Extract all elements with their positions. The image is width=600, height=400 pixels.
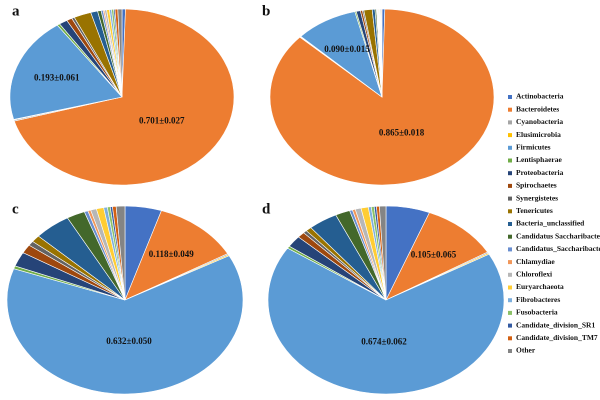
legend-swatch (508, 145, 512, 150)
legend-swatch (508, 310, 512, 315)
legend-swatch (508, 209, 512, 214)
legend-swatch (508, 133, 512, 138)
legend-swatch (508, 260, 512, 265)
legend-label: Actinobacteria (516, 92, 564, 101)
legend-label: Synergistetes (516, 193, 558, 202)
legend-label: Proteobacteria (516, 168, 564, 177)
pie-slice (117, 8, 123, 98)
legend-swatch (508, 95, 512, 99)
legend-label: Bacteroidetes (516, 104, 559, 113)
legend-label: Fusobacteria (516, 308, 558, 317)
legend-label: Spirochaetes (516, 181, 557, 190)
pie-slice (6, 255, 244, 395)
pie-slice (267, 247, 505, 395)
pie-slice (124, 210, 229, 301)
legend-label: Candidatus_Saccharibacteria (516, 244, 600, 253)
legend-swatch (508, 234, 512, 239)
legend-label: Fibrobacteres (516, 295, 560, 304)
legend-swatch (508, 323, 512, 328)
legend-swatch (508, 158, 512, 163)
chart-title: c (12, 201, 19, 217)
value-label: 0.632±0.050 (106, 336, 152, 346)
value-label: 0.193±0.061 (34, 72, 80, 82)
pie-slice (385, 212, 489, 301)
legend-label: Tenericutes (516, 206, 553, 215)
pie-slice (379, 205, 387, 301)
value-label: 0.105±0.065 (411, 250, 457, 260)
legend-swatch (508, 171, 512, 176)
pie-slice (380, 8, 383, 98)
value-label: 0.090±0.015 (324, 44, 370, 54)
legend-label: Cyanobacteria (516, 117, 563, 126)
value-label: 0.701±0.027 (139, 115, 185, 125)
legend-label: Chlamydiae (516, 257, 555, 266)
legend-label: Candidatus Saccharibacteria (516, 231, 600, 240)
legend-swatch (508, 120, 512, 125)
pie-slice (115, 205, 126, 301)
legend-swatch (508, 349, 512, 353)
legend-label: Bacteria_unclassified (516, 219, 585, 228)
legend-swatch (508, 183, 512, 188)
legend-swatch (508, 298, 512, 303)
legend-swatch (508, 285, 512, 290)
chart-title: a (12, 3, 20, 19)
pie-slice (9, 24, 123, 120)
legend-label: Chloroflexi (516, 270, 552, 279)
chart-title: d (262, 201, 271, 217)
value-label: 0.674±0.062 (361, 336, 407, 346)
value-label: 0.865±0.018 (379, 128, 425, 138)
legend-swatch (508, 336, 512, 341)
legend-swatch (508, 196, 512, 201)
legend-label: Candidate_division_SR1 (516, 320, 595, 329)
legend-swatch (508, 222, 512, 226)
legend-swatch (508, 247, 512, 252)
legend-swatch (508, 272, 512, 277)
legend-label: Firmicutes (516, 143, 551, 152)
value-label: 0.118±0.049 (149, 249, 194, 259)
legend-label: Euryarchaeota (516, 282, 564, 291)
legend-swatch (508, 107, 512, 112)
legend-label: Lentisphaerae (516, 155, 563, 164)
legend-label: Other (516, 346, 536, 355)
legend-label: Elusimicrobia (516, 130, 561, 139)
pie-slice (13, 8, 235, 186)
legend-label: Candidate_division_TM7 (516, 333, 598, 342)
chart-title: b (262, 3, 270, 19)
